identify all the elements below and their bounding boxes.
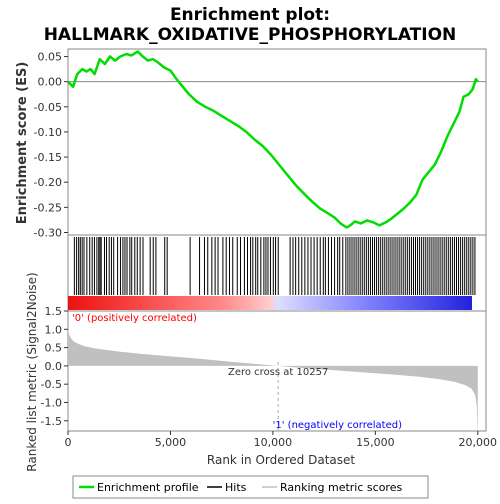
x-axis-label: Rank in Ordered Dataset: [207, 453, 355, 467]
es-y-tick-label: -0.30: [34, 226, 62, 239]
legend-label-ranking-metric: Ranking metric scores: [280, 481, 402, 494]
legend-frame: [72, 475, 429, 499]
metric-y-tick-label: 0.0: [45, 360, 63, 373]
hits-panel: [67, 234, 487, 312]
x-axis: 0 5,000 10,000 15,000 20,000: [65, 431, 498, 449]
metric-y-axis: 1.5 1.0 0.5 0.0 -0.5 -1.0 -1.5: [41, 305, 68, 428]
es-y-axis: 0.05 0.00 -0.05 -0.10 -0.15 -0.20 -0.25 -0.30: [34, 51, 68, 239]
metric-y-tick-label: 0.5: [45, 342, 63, 355]
es-y-tick-label: -0.05: [34, 101, 62, 114]
x-tick-label: 20,000: [459, 436, 498, 449]
x-tick-label: 15,000: [356, 436, 395, 449]
es-y-tick-label: -0.15: [34, 151, 62, 164]
es-y-tick-label: 0.05: [38, 51, 63, 64]
metric-y-tick-label: -1.0: [41, 396, 62, 409]
legend-label-enrichment-profile: Enrichment profile: [97, 481, 199, 494]
es-panel-frame: [67, 48, 487, 236]
chart-title-line-2: HALLMARK_OXIDATIVE_PHOSPHORYLATION: [44, 25, 457, 45]
es-y-tick-label: 0.00: [38, 76, 63, 89]
rank-color-bar: [68, 296, 472, 310]
metric-y-tick-label: -1.5: [41, 415, 62, 428]
metric-y-axis-label: Ranked list metric (Signal2Noise): [25, 272, 39, 471]
negative-correlation-label: '1' (negatively correlated): [273, 420, 402, 431]
x-tick-label: 10,000: [254, 436, 293, 449]
positive-correlation-label: '0' (positively correlated): [72, 313, 197, 324]
es-y-tick-label: -0.20: [34, 176, 62, 189]
es-y-axis-label: Enrichment score (ES): [15, 62, 30, 225]
metric-y-tick-label: 1.0: [45, 323, 63, 336]
legend-label-hits: Hits: [225, 481, 247, 494]
es-panel: 0.05 0.00 -0.05 -0.10 -0.15 -0.20 -0.25 -0.30 E…: [15, 48, 487, 239]
hit-markers: [73, 237, 476, 295]
legend: Enrichment profile Hits Ranking metric s…: [72, 475, 429, 499]
x-tick-label: 0: [65, 436, 72, 449]
metric-panel: 1.5 1.0 0.5 0.0 -0.5 -1.0 -1.5 '0' (positively…: [25, 272, 487, 472]
metric-y-tick-label: -0.5: [41, 378, 62, 391]
metric-y-tick-label: 1.5: [45, 305, 63, 318]
zero-cross-label: Zero cross at 10257: [228, 367, 328, 378]
es-y-tick-label: -0.10: [34, 126, 62, 139]
chart-title-line-1: Enrichment plot:: [170, 5, 330, 25]
es-y-tick-label: -0.25: [34, 201, 62, 214]
x-tick-label: 5,000: [155, 436, 187, 449]
enrichment-profile-line: [67, 50, 479, 229]
